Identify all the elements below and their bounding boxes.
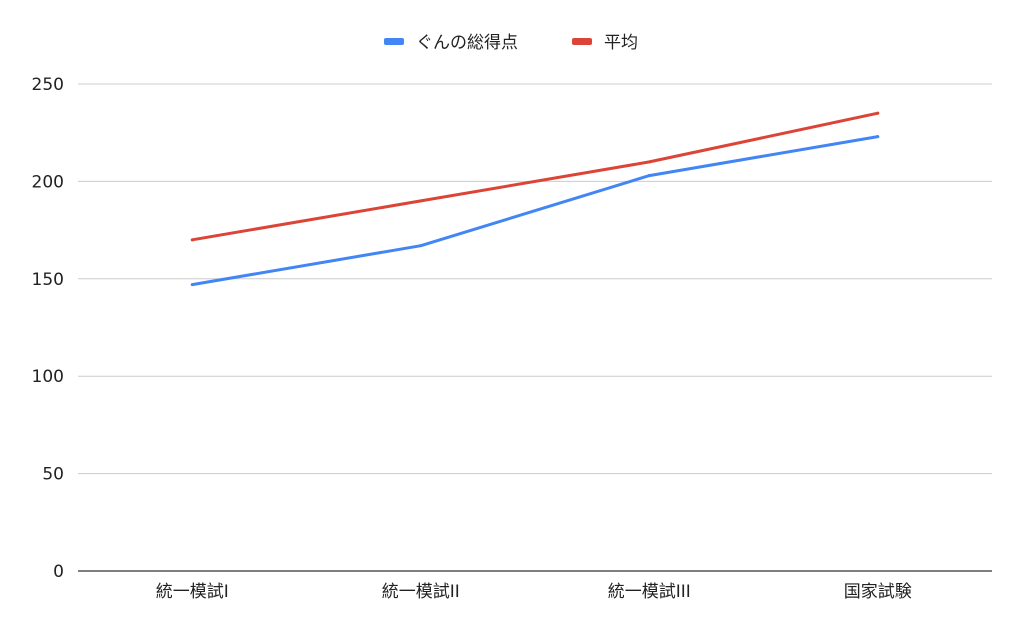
data-point bbox=[876, 135, 880, 139]
data-point bbox=[419, 199, 423, 203]
y-tick-label: 0 bbox=[53, 562, 64, 582]
x-tick-label: 国家試験 bbox=[844, 582, 912, 602]
data-point bbox=[876, 111, 880, 115]
y-tick-label: 250 bbox=[32, 75, 64, 95]
x-tick-label: 統一模試II bbox=[382, 582, 460, 602]
legend-swatch bbox=[384, 38, 404, 45]
x-tick-label: 統一模試III bbox=[608, 582, 691, 602]
x-tick-label: 統一模試I bbox=[156, 582, 229, 602]
y-tick-label: 200 bbox=[32, 172, 64, 192]
data-point bbox=[647, 174, 651, 178]
legend-label: 平均 bbox=[604, 33, 638, 53]
y-tick-label: 50 bbox=[42, 465, 64, 485]
y-tick-label: 100 bbox=[32, 367, 64, 387]
data-point bbox=[647, 160, 651, 164]
y-tick-label: 150 bbox=[32, 270, 64, 290]
legend-swatch bbox=[572, 38, 592, 45]
y-axis-ticks: 0 50 100 150 200 250 bbox=[32, 75, 64, 582]
data-point bbox=[419, 244, 423, 248]
data-point bbox=[190, 238, 194, 242]
chart-legend: ぐんの総得点 平均 bbox=[384, 33, 638, 53]
legend-label: ぐんの総得点 bbox=[416, 33, 518, 53]
data-point bbox=[190, 283, 194, 287]
series-line-1 bbox=[190, 111, 880, 242]
series-line-0 bbox=[190, 135, 880, 287]
y-gridlines bbox=[78, 83, 992, 475]
chart-series bbox=[190, 111, 880, 287]
x-axis: 統一模試I 統一模試II 統一模試III 国家試験 bbox=[78, 570, 992, 602]
